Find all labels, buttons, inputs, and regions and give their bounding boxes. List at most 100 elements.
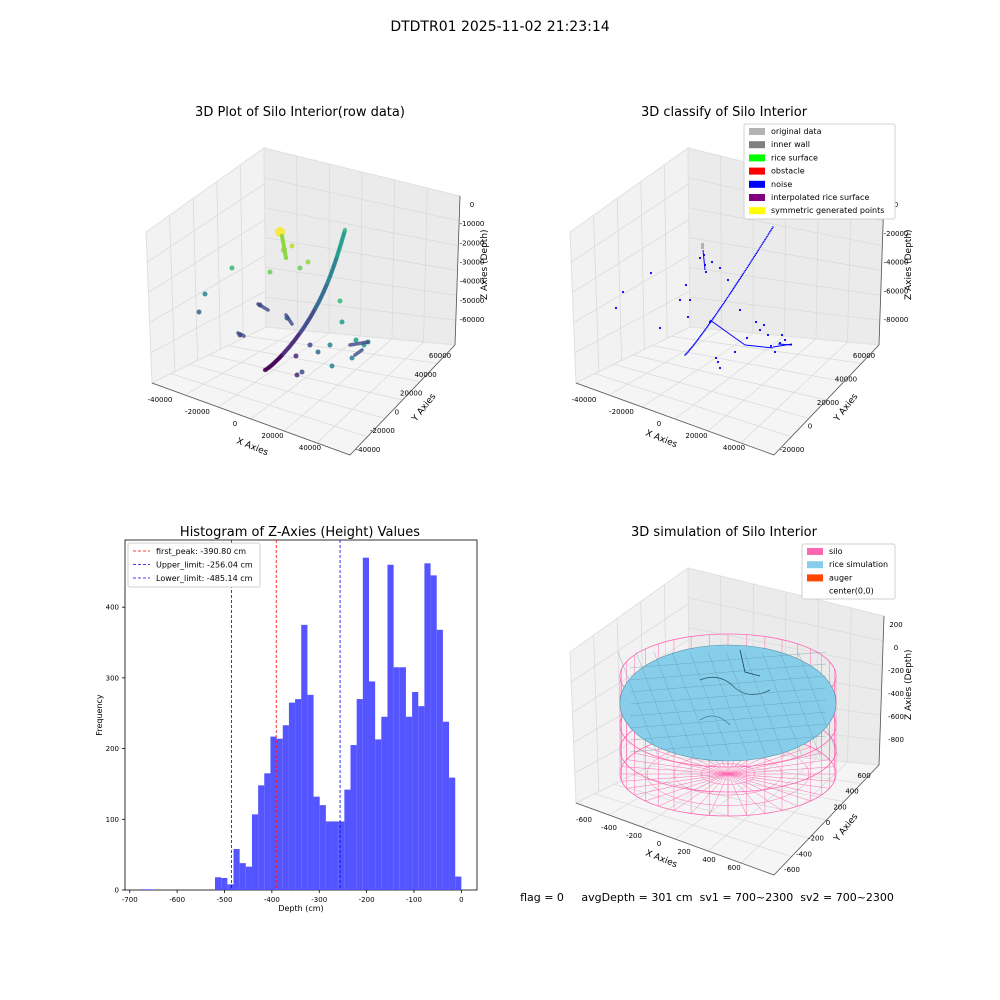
raw-z-tick-label: -10000 — [460, 220, 485, 228]
classify-point-streak — [744, 344, 774, 349]
histogram-bar — [146, 889, 154, 890]
raw-z-ticks: 0 -10000 -20000 -30000 -40000 -50000 -60000 — [460, 201, 485, 324]
histogram-y-tick-label: 300 — [106, 674, 119, 682]
raw-z-tick-label: -30000 — [460, 259, 485, 267]
classify-point — [754, 320, 758, 324]
rice-mesh-line — [653, 651, 695, 757]
classify-gridline — [740, 341, 848, 444]
classify-point — [761, 243, 763, 246]
classify-y-tick-label: 40000 — [835, 376, 857, 384]
classify-x-tick-label: 0 — [657, 420, 661, 428]
raw-point-streak — [348, 340, 370, 347]
classify-z-tick-label: 0 — [894, 201, 898, 209]
histogram-bar — [381, 716, 388, 890]
simulation-y-tick-label: 200 — [833, 803, 846, 811]
classify-point — [710, 260, 714, 264]
classify-original-point — [701, 243, 704, 249]
classify-point-streak — [702, 249, 706, 271]
classify-point — [688, 350, 690, 352]
histogram-bar — [245, 866, 252, 890]
classify-point — [723, 301, 726, 303]
classify-point — [765, 237, 767, 239]
classify-z-ticks: 0 -20000 -40000 -60000 -80000 — [884, 201, 909, 324]
classify-y-tick-label: 60000 — [853, 352, 875, 360]
raw-x-tick-label: 40000 — [299, 444, 321, 452]
raw-x-tick-label: 0 — [233, 420, 237, 428]
histogram-legend-label: first_peak: -390.80 cm — [156, 547, 246, 556]
rice-mesh-line — [635, 651, 677, 757]
histogram-bar — [319, 805, 326, 890]
classify-y-tick-label: -20000 — [780, 446, 805, 454]
classify-point — [696, 340, 698, 342]
histogram-bar — [276, 738, 283, 890]
classify-point — [766, 333, 770, 337]
histogram-bar — [449, 777, 456, 890]
classify-point — [685, 353, 687, 355]
histogram-legend-entries: first_peak: -390.80 cm Upper_limit: -256.… — [133, 547, 253, 583]
classify-point — [746, 266, 749, 269]
classify-y-axis-label: Y Axies — [832, 392, 861, 425]
histogram-y-tick-label: 200 — [106, 745, 119, 753]
simulation-z-ticks: 200 0 -200 -400 -600 -800 — [888, 621, 904, 744]
classify-gridline — [616, 198, 622, 361]
simulation-x-tick-label: -400 — [601, 824, 617, 832]
raw-gridline — [316, 341, 424, 444]
classify-point — [698, 337, 700, 340]
classify-point — [718, 266, 722, 270]
classify-point — [720, 305, 723, 308]
classify-point — [743, 271, 746, 273]
classify-point — [704, 270, 708, 274]
raw-point — [229, 265, 235, 271]
histogram-bar — [270, 736, 277, 890]
simulation-z-axis-label: Z Axies (Depth) — [904, 649, 914, 720]
histogram-x-tick-label: -500 — [217, 896, 233, 904]
classify-point — [701, 333, 703, 336]
classify-point — [621, 290, 625, 294]
rice-mesh-line — [797, 651, 839, 757]
simulation-gridline — [593, 635, 600, 792]
classify-point — [725, 298, 728, 300]
simulation-y-axis-label: Y Axies — [832, 812, 861, 845]
classify-point — [704, 329, 706, 332]
classify-point — [764, 238, 766, 241]
histogram-x-axis-label: Depth (cm) — [278, 904, 323, 913]
simulation-title: 3D simulation of Silo Interior — [631, 525, 818, 540]
classify-point — [707, 323, 710, 326]
histogram-bar — [424, 563, 431, 890]
simulation-axis-line — [878, 615, 885, 766]
histogram-bar — [215, 877, 222, 890]
histogram-threshold-lines — [231, 540, 341, 890]
simulation-legend-label: rice simulation — [829, 560, 888, 569]
histogram-bar — [338, 821, 345, 890]
simulation-x-tick-label: -600 — [576, 816, 592, 824]
raw-axes-box — [145, 147, 461, 456]
classify-legend: original data inner wall rice surface obsta… — [743, 123, 896, 220]
simulation-y-tick-label: -200 — [808, 835, 824, 843]
raw-gridline — [265, 266, 457, 296]
classify-point — [688, 298, 692, 302]
simulation-gridline — [616, 618, 622, 781]
classify-point — [753, 255, 755, 258]
classify-point — [731, 289, 734, 291]
raw-z-tick-label: -50000 — [460, 297, 485, 305]
histogram-y-axis-label: Frequency — [95, 694, 104, 736]
classify-point — [714, 314, 717, 316]
classify-point — [686, 315, 690, 319]
classify-point — [614, 306, 618, 310]
classify-x-tick-label: -40000 — [572, 396, 597, 404]
classify-point — [769, 230, 771, 233]
classify-point — [733, 286, 736, 288]
simulation-legend-entries: silo rice simulation auger center(0,0) — [807, 547, 888, 596]
classify-point — [762, 323, 766, 327]
raw-gridline — [150, 290, 266, 354]
histogram-bar — [455, 876, 462, 890]
classify-x-ticks: -40000 -20000 0 20000 40000 — [572, 396, 746, 452]
raw-gridline — [264, 237, 458, 271]
histogram-y-ticks: 0 100 200 300 400 — [106, 604, 125, 895]
histogram-bars — [139, 557, 462, 890]
histogram-x-tick-label: 0 — [459, 896, 463, 904]
classify-point — [690, 347, 692, 350]
simulation-x-tick-label: 0 — [657, 840, 661, 848]
classify-point — [724, 299, 727, 302]
